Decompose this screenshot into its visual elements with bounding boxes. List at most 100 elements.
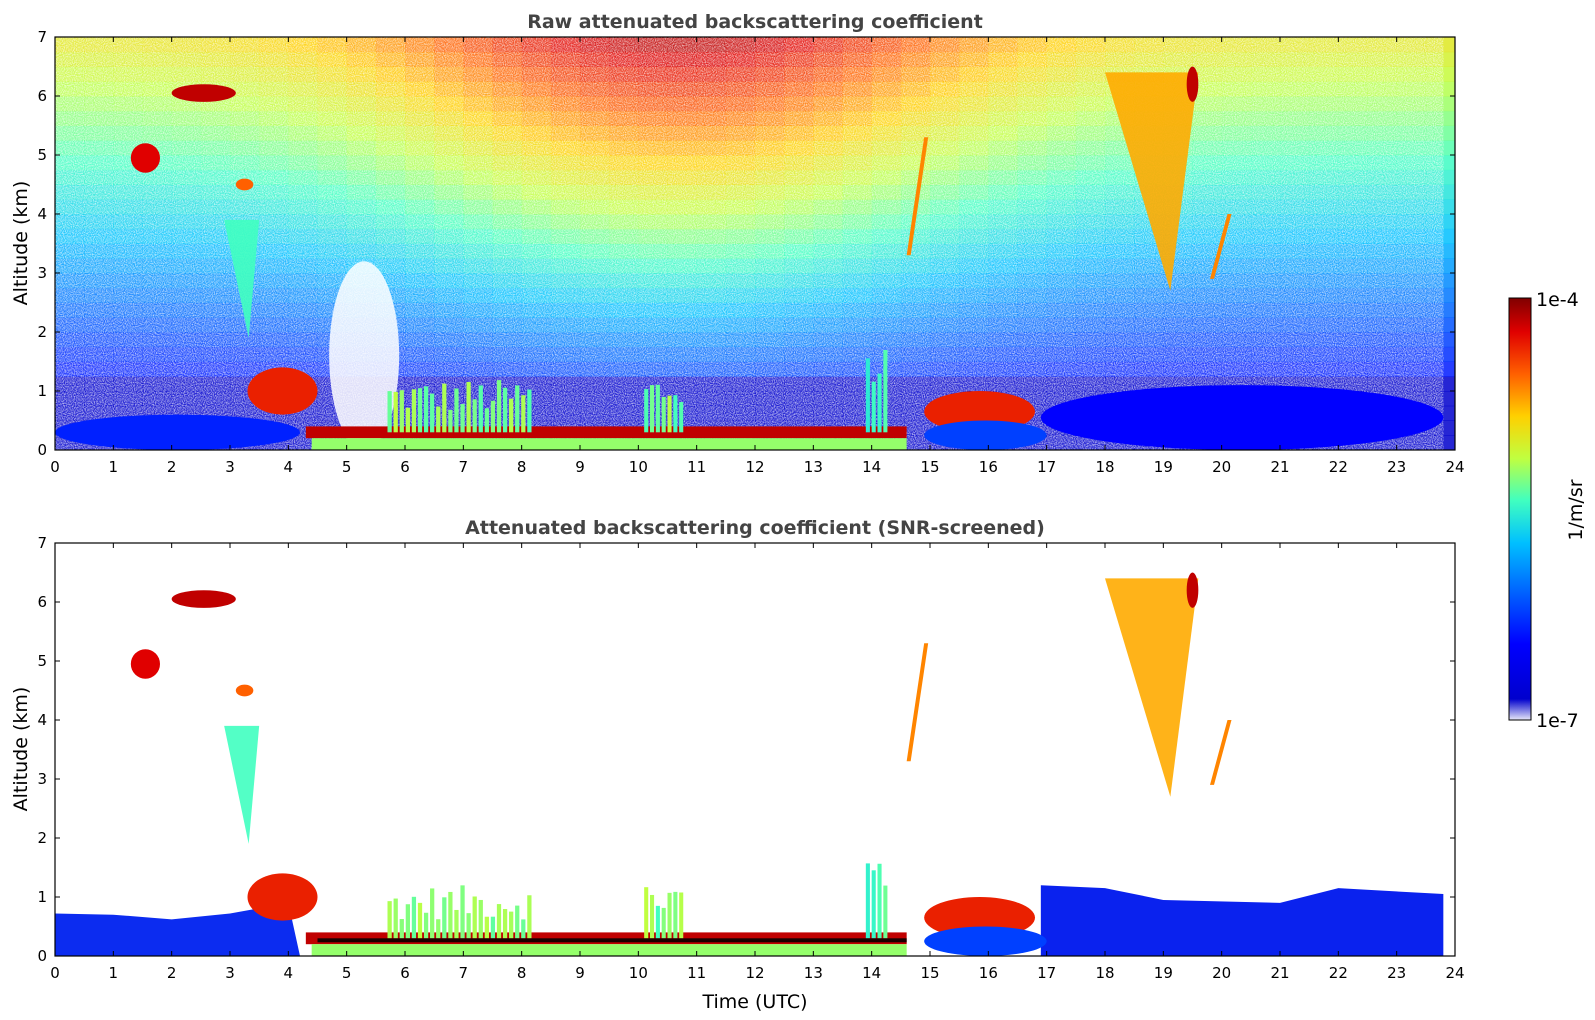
backscatter-region [235, 178, 254, 191]
axis-ticks-raw: 0 1 2 3 4 5 6 7 8 9 10 11 12 13 14 15 16 17 18 19 20 21 22 23 24… [37, 28, 1464, 476]
colorbar-min-label: 1e-7 [1536, 710, 1579, 732]
cloud-base-line [317, 938, 907, 943]
backscatter-region [247, 367, 318, 415]
streak-mark [460, 885, 465, 939]
backscatter-region [1105, 72, 1199, 291]
y-tick-label: 3 [37, 264, 47, 282]
y-tick-label: 2 [37, 323, 47, 341]
x-tick-label: 24 [1445, 964, 1464, 982]
streak-mark [865, 863, 870, 939]
x-tick-label: 23 [1387, 458, 1406, 476]
boundary-layer [55, 902, 300, 956]
backscatter-region [1186, 66, 1199, 102]
x-tick-label: 16 [979, 964, 998, 982]
x-tick-label: 3 [225, 458, 235, 476]
streak-mark [673, 891, 678, 939]
streak-mark [466, 382, 471, 433]
streak-mark [655, 905, 660, 939]
backscatter-region [865, 349, 888, 433]
streak-mark [472, 896, 477, 939]
streak-mark [387, 391, 392, 433]
y-tick-label: 6 [37, 593, 47, 611]
streak-mark [865, 358, 870, 433]
x-tick-label: 19 [1154, 458, 1173, 476]
streak-mark [417, 388, 423, 433]
backscatter-region [171, 590, 236, 608]
streak-mark [405, 407, 410, 433]
streak-mark [871, 870, 876, 939]
streak-mark [650, 385, 655, 433]
y-tick-label: 5 [37, 146, 47, 164]
y-tick-label: 4 [37, 711, 47, 729]
x-tick-label: 14 [862, 964, 881, 982]
streak-mark [448, 409, 453, 433]
backscatter-region [924, 926, 1047, 956]
backscatter-region [644, 887, 684, 939]
streak-mark [515, 385, 520, 433]
streak-mark [502, 387, 508, 433]
streak-mark [460, 404, 465, 433]
x-tick-label: 2 [167, 964, 177, 982]
x-tick-label: 4 [284, 964, 294, 982]
streak-mark [527, 389, 532, 433]
streak-mark [673, 395, 678, 433]
x-tick-label: 18 [1095, 964, 1114, 982]
x-tick-label: 6 [400, 458, 410, 476]
streak-mark [405, 904, 410, 939]
streak-mark [430, 393, 435, 433]
streak-mark [661, 396, 666, 433]
backscatter-region [311, 438, 907, 450]
streak-mark [393, 391, 398, 433]
backscatter-region [311, 944, 907, 956]
streak-mark [478, 385, 483, 433]
backscatter-region [305, 426, 907, 439]
backscatter-region [1105, 578, 1199, 797]
backscatter-region [224, 219, 260, 338]
streak-mark [430, 888, 435, 939]
streak-mark [484, 916, 489, 939]
backscatter-region [387, 885, 532, 939]
x-tick-label: 1 [109, 458, 119, 476]
backscatter-region [171, 84, 236, 102]
streak-mark [442, 897, 447, 939]
streak-mark [423, 912, 429, 939]
backscatter-region [906, 643, 929, 762]
streak-mark [436, 406, 441, 433]
y-tick-label: 4 [37, 205, 47, 223]
x-tick-label: 22 [1329, 964, 1348, 982]
streak-mark [454, 388, 459, 433]
x-tick-label: 14 [862, 458, 881, 476]
streak-mark [490, 400, 496, 433]
streak-mark [521, 395, 526, 433]
streak-mark [667, 892, 672, 939]
backscatter-region [924, 420, 1047, 450]
streak-mark [509, 911, 514, 939]
x-tick-label: 22 [1329, 458, 1348, 476]
streak-mark [442, 383, 447, 433]
x-tick-label: 8 [517, 458, 527, 476]
backscatter-region [1210, 214, 1232, 279]
streak-mark [496, 904, 502, 939]
x-tick-label: 10 [629, 964, 648, 982]
x-tick-label: 12 [745, 964, 764, 982]
streak-mark [417, 902, 423, 939]
colorbar-gradient [1508, 297, 1532, 721]
chart-raw: Raw attenuated backscattering coefficien… [10, 11, 1465, 476]
x-tick-label: 19 [1154, 964, 1173, 982]
y-tick-label: 0 [37, 947, 47, 965]
x-tick-label: 24 [1445, 458, 1464, 476]
x-tick-label: 12 [745, 458, 764, 476]
x-tick-label: 13 [804, 458, 823, 476]
colorbar: 1e-4 1e-7 1/m/sr [1508, 289, 1587, 732]
x-tick-label: 5 [342, 458, 352, 476]
streak-mark [387, 901, 392, 939]
streak-mark [502, 909, 508, 939]
streak-mark [661, 907, 666, 939]
streak-mark [423, 386, 429, 433]
y-axis-label-raw: Altitude (km) [10, 181, 32, 306]
streak-mark [650, 894, 655, 939]
x-tick-label: 7 [459, 458, 469, 476]
streak-mark [521, 919, 526, 939]
backscatter-region [224, 725, 260, 844]
heatmap-screened [55, 572, 1444, 956]
